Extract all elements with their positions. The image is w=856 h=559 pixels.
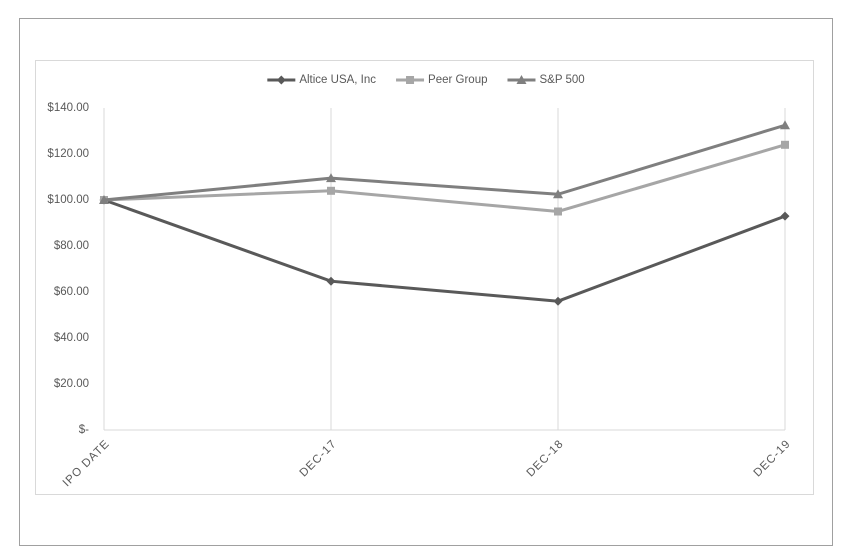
legend-label: Peer Group	[428, 74, 487, 86]
marker	[516, 75, 527, 84]
y-tick-label: $20.00	[54, 378, 89, 390]
data-point	[781, 140, 789, 149]
data-point	[326, 173, 336, 183]
series-line	[103, 123, 786, 202]
series-line	[103, 143, 786, 214]
y-tick-label: $80.00	[54, 240, 89, 252]
y-tick-label: $40.00	[54, 332, 89, 344]
legend-label: Altice USA, Inc	[299, 74, 376, 86]
legend: Altice USA, Inc Peer Group S&P 500	[267, 74, 585, 86]
series-line	[103, 198, 786, 303]
data-point	[553, 296, 563, 306]
y-tick-label: $120.00	[47, 148, 89, 160]
data-point	[99, 195, 109, 204]
data-point	[553, 189, 563, 199]
data-point	[780, 120, 790, 130]
y-tick-label: $140.00	[47, 102, 89, 114]
y-tick-label: $60.00	[54, 286, 89, 298]
data-point	[326, 276, 336, 286]
data-point	[780, 211, 790, 221]
y-tick-label: $100.00	[47, 194, 89, 206]
y-tick-label: $-	[79, 424, 89, 436]
marker	[276, 75, 286, 85]
data-point	[554, 207, 562, 216]
marker	[406, 76, 415, 84]
data-point	[327, 186, 335, 195]
legend-label: S&P 500	[539, 74, 584, 86]
chart-area	[35, 60, 814, 495]
